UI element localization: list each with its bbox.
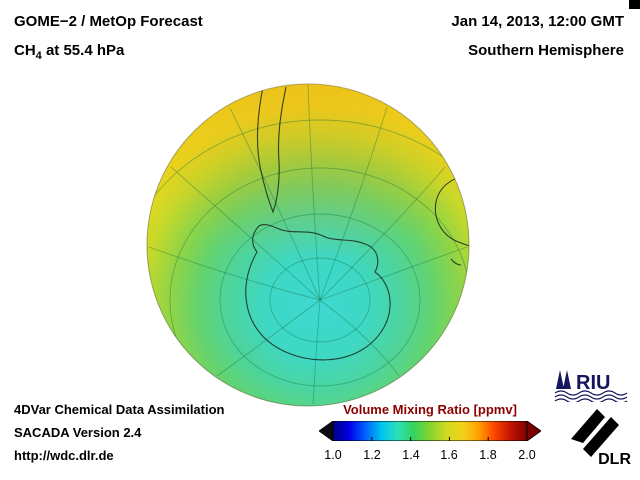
riu-cathedral-icon-2 [563, 370, 571, 389]
colorbar-tick: 1.6 [440, 448, 458, 462]
coastline-island [450, 258, 462, 266]
colorbar-title: Volume Mixing Ratio [ppmv] [343, 402, 517, 417]
riu-logo-text: RIU [576, 372, 610, 394]
plot-hemisphere: Southern Hemisphere [468, 42, 624, 59]
colorbar-tick-marks [371, 437, 489, 441]
riu-logo: RIU [554, 370, 628, 402]
plot-datetime: Jan 14, 2013, 12:00 GMT [451, 13, 624, 30]
species-symbol: CH [14, 42, 36, 59]
hemisphere-map [146, 83, 470, 407]
colorbar-tick: 1.2 [363, 448, 381, 462]
colorbar-tick: 1.0 [324, 448, 342, 462]
colorbar-gradient [332, 420, 528, 442]
colorbar-tick: 1.8 [479, 448, 497, 462]
colorbar-block: Volume Mixing Ratio [ppmv] 1.0 1.2 [318, 402, 542, 463]
corner-mark [629, 0, 640, 9]
header-right: Jan 14, 2013, 12:00 GMT Southern Hemisph… [451, 14, 624, 58]
colorbar-tick-labels: 1.0 1.2 1.4 1.6 1.8 2.0 [319, 448, 541, 463]
pressure-level: at 55.4 hPa [41, 42, 125, 59]
colorbar-tick: 2.0 [518, 448, 536, 462]
plot-title: GOME−2 / MetOp Forecast [14, 13, 203, 30]
assimilation-label: 4DVar Chemical Data Assimilation [14, 402, 225, 417]
riu-cathedral-icon [556, 370, 564, 389]
website-url: http://wdc.dlr.de [14, 448, 114, 463]
species-subscript: 4 [35, 50, 42, 62]
colorbar-left-arrow [318, 420, 334, 442]
plot-subtitle: CH4 at 55.4 hPa [14, 43, 203, 62]
version-label: SACADA Version 2.4 [14, 425, 142, 440]
header-left: GOME−2 / MetOp Forecast CH4 at 55.4 hPa [14, 14, 203, 62]
riu-waves [554, 390, 628, 402]
dlr-symbol [571, 409, 605, 443]
coastline-south-america [256, 86, 287, 214]
graticule [147, 84, 469, 406]
dlr-logo-text: DLR [598, 451, 631, 467]
colorbar-tick: 1.4 [402, 448, 420, 462]
map-field-warm-tint [147, 84, 469, 406]
coastline-antarctica [245, 223, 391, 361]
dlr-logo: DLR [571, 409, 631, 467]
coastlines [245, 86, 469, 361]
footer-credits: 4DVar Chemical Data Assimilation SACADA … [14, 403, 225, 472]
colorbar-right-arrow [526, 420, 542, 442]
dlr-symbol-2 [583, 417, 619, 457]
coastline-australia [434, 174, 469, 247]
colorbar [318, 420, 542, 446]
